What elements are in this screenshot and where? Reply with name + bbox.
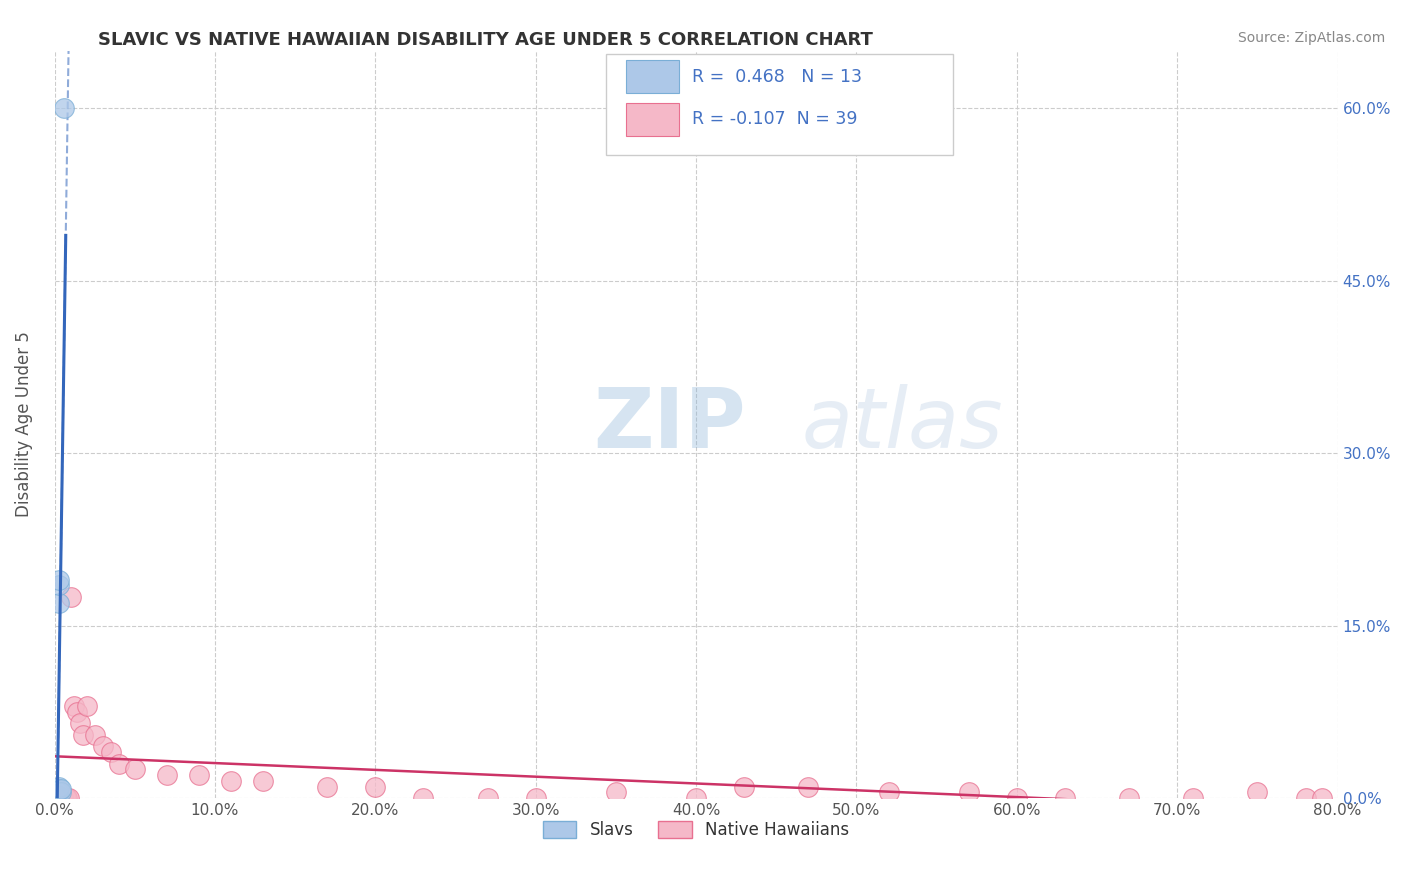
Point — [51, 791, 73, 805]
Point — [1246, 785, 1268, 799]
Point — [1005, 791, 1028, 805]
Point — [605, 785, 627, 799]
Y-axis label: Disability Age Under 5: Disability Age Under 5 — [15, 332, 32, 517]
Point — [877, 785, 900, 799]
Point — [733, 780, 755, 794]
Point — [685, 791, 707, 805]
Point — [187, 768, 209, 782]
Point — [45, 791, 67, 805]
FancyBboxPatch shape — [626, 103, 679, 136]
Point — [957, 785, 980, 799]
Point — [46, 785, 69, 799]
Point — [524, 791, 547, 805]
Point — [156, 768, 179, 782]
Point — [48, 596, 70, 610]
Point — [55, 791, 77, 805]
Point — [1053, 791, 1076, 805]
Point — [53, 101, 76, 115]
Text: R = -0.107  N = 39: R = -0.107 N = 39 — [692, 111, 858, 128]
Point — [316, 780, 339, 794]
Point — [49, 785, 72, 799]
Point — [83, 728, 105, 742]
Point — [100, 745, 122, 759]
FancyBboxPatch shape — [606, 54, 953, 155]
Point — [51, 791, 73, 805]
Point — [76, 699, 98, 714]
Point — [46, 788, 69, 802]
Point — [48, 791, 70, 805]
Point — [91, 739, 114, 754]
Text: ZIP: ZIP — [593, 384, 747, 465]
Text: atlas: atlas — [801, 384, 1002, 465]
Point — [58, 791, 80, 805]
Point — [797, 780, 820, 794]
Text: Source: ZipAtlas.com: Source: ZipAtlas.com — [1237, 31, 1385, 45]
Point — [364, 780, 387, 794]
Point — [66, 705, 89, 719]
Text: SLAVIC VS NATIVE HAWAIIAN DISABILITY AGE UNDER 5 CORRELATION CHART: SLAVIC VS NATIVE HAWAIIAN DISABILITY AGE… — [98, 31, 873, 49]
FancyBboxPatch shape — [626, 61, 679, 94]
Point — [46, 781, 69, 796]
Point — [219, 773, 242, 788]
Point — [62, 699, 84, 714]
Point — [1118, 791, 1140, 805]
Point — [1182, 791, 1205, 805]
Point — [56, 791, 79, 805]
Point — [124, 763, 146, 777]
Text: R =  0.468   N = 13: R = 0.468 N = 13 — [692, 68, 862, 86]
Point — [48, 780, 70, 794]
Point — [107, 756, 129, 771]
Legend: Slavs, Native Hawaiians: Slavs, Native Hawaiians — [536, 814, 856, 846]
Point — [477, 791, 499, 805]
Point — [412, 791, 434, 805]
Point — [49, 781, 72, 796]
Point — [252, 773, 274, 788]
Point — [1295, 791, 1317, 805]
Point — [59, 590, 82, 604]
Point — [48, 578, 70, 592]
Point — [69, 716, 91, 731]
Point — [48, 573, 70, 587]
Point — [1310, 791, 1333, 805]
Point — [45, 788, 67, 802]
Point — [72, 728, 94, 742]
Point — [45, 789, 67, 803]
